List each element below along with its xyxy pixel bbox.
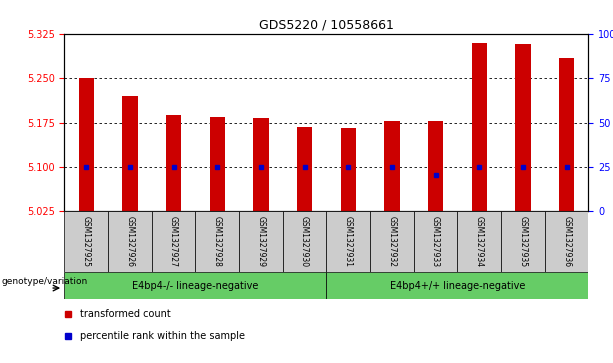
Text: GSM1327932: GSM1327932 (387, 216, 397, 267)
Bar (457, 211, 501, 272)
Bar (559, 58, 574, 211)
Text: GSM1327925: GSM1327925 (82, 216, 91, 267)
Bar (122, 96, 137, 211)
Title: GDS5220 / 10558661: GDS5220 / 10558661 (259, 19, 394, 32)
Text: E4bp4-/- lineage-negative: E4bp4-/- lineage-negative (132, 281, 259, 291)
Text: GSM1327934: GSM1327934 (475, 216, 484, 267)
Text: GSM1327936: GSM1327936 (562, 216, 571, 267)
Text: E4bp4+/+ lineage-negative: E4bp4+/+ lineage-negative (390, 281, 525, 291)
Bar (78, 78, 94, 211)
Bar (64, 211, 108, 272)
Bar (516, 44, 531, 211)
Text: genotype/variation: genotype/variation (1, 277, 88, 286)
Bar (210, 117, 225, 211)
Text: GSM1327926: GSM1327926 (126, 216, 134, 267)
Bar (471, 43, 487, 211)
Text: GSM1327933: GSM1327933 (431, 216, 440, 267)
Text: GSM1327935: GSM1327935 (519, 216, 527, 267)
Bar (239, 211, 283, 272)
Bar (297, 127, 312, 211)
Bar (545, 211, 588, 272)
Text: transformed count: transformed count (80, 309, 171, 319)
Text: GSM1327930: GSM1327930 (300, 216, 309, 267)
Bar (108, 211, 151, 272)
Bar (196, 211, 239, 272)
Text: percentile rank within the sample: percentile rank within the sample (80, 331, 245, 341)
Bar (341, 129, 356, 211)
Bar (501, 211, 545, 272)
Text: GSM1327927: GSM1327927 (169, 216, 178, 267)
Bar (384, 121, 400, 211)
Bar (253, 118, 268, 211)
Bar (64, 272, 327, 299)
Bar (414, 211, 457, 272)
Bar (428, 121, 443, 211)
Bar (166, 115, 181, 211)
Bar (327, 272, 588, 299)
Text: GSM1327928: GSM1327928 (213, 216, 222, 267)
Bar (152, 211, 196, 272)
Text: GSM1327929: GSM1327929 (256, 216, 265, 267)
Bar (283, 211, 326, 272)
Text: GSM1327931: GSM1327931 (344, 216, 352, 267)
Bar (370, 211, 414, 272)
Bar (327, 211, 370, 272)
